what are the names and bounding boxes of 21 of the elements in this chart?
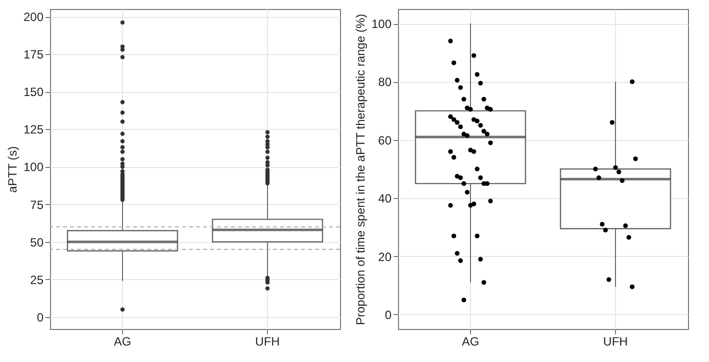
y-tick-label: 80 bbox=[378, 75, 392, 90]
x-tick-label: UFH bbox=[255, 334, 280, 348]
y-tick-label: 0 bbox=[384, 308, 392, 322]
y-tick-label: 25 bbox=[30, 272, 44, 287]
x-tick-label: AG bbox=[462, 334, 480, 348]
y-tick-label: 75 bbox=[30, 198, 44, 212]
y-axis-title: aPTT (s) bbox=[5, 146, 20, 193]
y-tick-label: 20 bbox=[378, 250, 392, 264]
y-tick-label: 50 bbox=[30, 235, 44, 250]
y-tick-label: 100 bbox=[371, 17, 392, 32]
y-tick-label: 100 bbox=[23, 160, 44, 174]
y-tick-label: 200 bbox=[23, 10, 44, 24]
y-tick-label: 150 bbox=[23, 85, 44, 100]
y-tick-label: 125 bbox=[23, 122, 44, 137]
y-tick-label: 0 bbox=[36, 310, 44, 324]
x-tick-label: AG bbox=[114, 334, 132, 348]
y-tick-label: 60 bbox=[378, 133, 392, 148]
y-axis-title: Proportion of time spent in the aPTT therapeutic range (%) bbox=[353, 14, 368, 326]
x-tick-label: UFH bbox=[603, 334, 628, 348]
y-tick-label: 40 bbox=[378, 192, 392, 206]
y-tick-label: 175 bbox=[23, 48, 44, 62]
